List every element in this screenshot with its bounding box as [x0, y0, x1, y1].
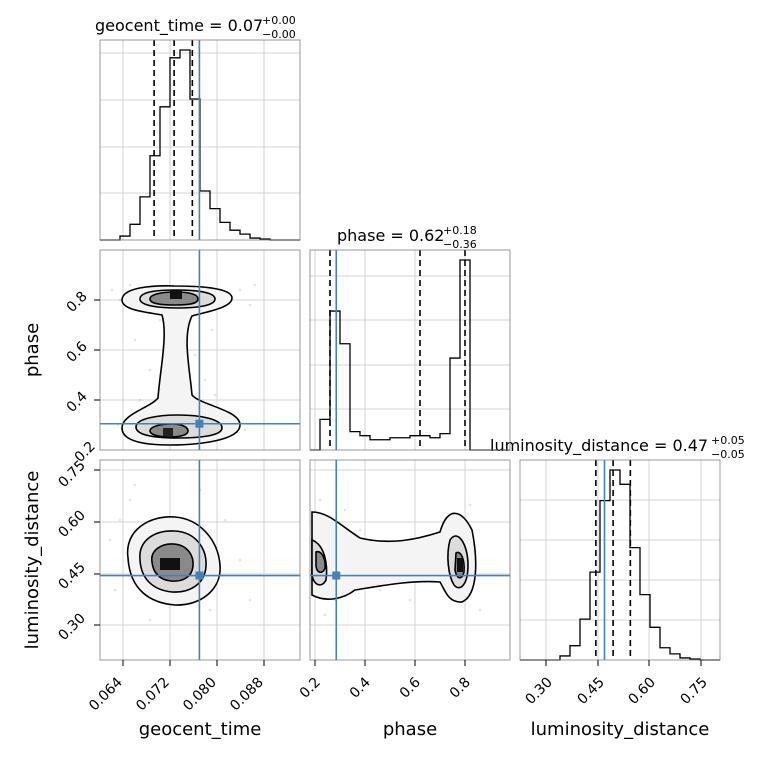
tick-label: 0.30	[522, 675, 555, 708]
y-tick-labels: 0.2 0.4 0.6 0.8 0.30 0.45 0.60 0.75	[55, 289, 98, 644]
density-geocent-time-vs-luminosity-distance	[108, 483, 262, 622]
truth-marker	[195, 571, 204, 580]
svg-text:−0.36: −0.36	[443, 238, 477, 251]
svg-text:−0.00: −0.00	[262, 28, 296, 41]
tick-label: 0.2	[297, 675, 324, 702]
tick-label: 0.8	[64, 289, 91, 316]
density-geocent-time-vs-phase	[110, 283, 257, 446]
tick-label: 0.080	[180, 675, 220, 715]
title-phase: phase = 0.62 +0.18 −0.36	[337, 224, 477, 251]
title-luminosity-distance: luminosity_distance = 0.47 +0.05 −0.05	[490, 434, 745, 461]
tick-label: 0.4	[347, 674, 374, 701]
tick-label: 0.75	[677, 675, 710, 708]
tick-label: 0.064	[86, 674, 126, 714]
truth-marker	[195, 419, 204, 428]
svg-text:geocent_time = 0.07: geocent_time = 0.07	[95, 16, 263, 36]
tick-label: 0.6	[397, 674, 424, 701]
title-geocent-time: geocent_time = 0.07 +0.00 −0.00	[95, 14, 296, 41]
histogram-phase	[310, 259, 510, 451]
svg-text:phase = 0.62: phase = 0.62	[337, 226, 444, 245]
x-tick-labels: 0.064 0.072 0.080 0.088 0.2 0.4 0.6 0.8 …	[86, 674, 711, 714]
y-axis-label-phase: phase	[22, 323, 43, 377]
svg-text:+0.05: +0.05	[711, 434, 745, 447]
truth-marker	[332, 571, 341, 580]
x-axis-label-luminosity-distance: luminosity_distance	[531, 719, 710, 740]
density-phase-vs-luminosity-distance	[311, 498, 482, 617]
tick-marks	[94, 299, 702, 666]
tick-label: 0.60	[55, 507, 88, 540]
tick-label: 0.45	[55, 559, 88, 592]
tick-label: 0.30	[55, 610, 88, 643]
tick-label: 0.4	[64, 389, 91, 416]
tick-label: 0.60	[625, 675, 658, 708]
y-axis-label-luminosity-distance: luminosity_distance	[22, 471, 43, 650]
svg-text:luminosity_distance = 0.47: luminosity_distance = 0.47	[490, 436, 708, 456]
tick-label: 0.072	[133, 675, 173, 715]
tick-label: 0.088	[227, 675, 267, 715]
svg-text:−0.05: −0.05	[711, 448, 745, 461]
histogram-luminosity_distance	[520, 469, 720, 661]
tick-label: 0.8	[447, 675, 474, 702]
x-axis-label-phase: phase	[383, 719, 437, 740]
svg-text:+0.00: +0.00	[262, 14, 296, 27]
svg-text:+0.18: +0.18	[443, 224, 477, 237]
tick-label: 0.6	[64, 339, 91, 366]
tick-label: 0.45	[574, 675, 607, 708]
x-axis-label-geocent-time: geocent_time	[139, 719, 262, 740]
